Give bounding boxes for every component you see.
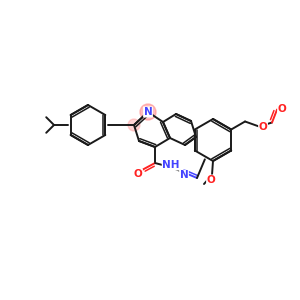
Text: N: N [144, 107, 152, 117]
Text: O: O [207, 175, 215, 185]
Circle shape [140, 104, 156, 120]
Text: O: O [278, 104, 286, 115]
Text: O: O [134, 169, 142, 179]
Text: N: N [180, 170, 188, 180]
Text: O: O [259, 122, 267, 131]
Circle shape [128, 119, 140, 131]
Text: NH: NH [162, 160, 180, 170]
